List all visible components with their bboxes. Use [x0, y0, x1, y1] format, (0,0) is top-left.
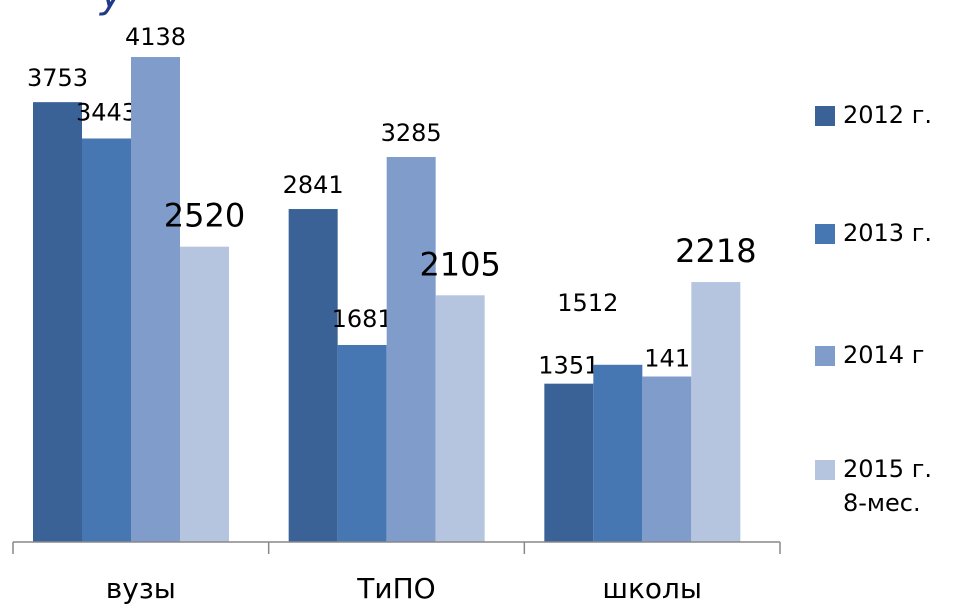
data-label-ТиПО-3: 2105	[419, 245, 500, 283]
legend-swatch-2015	[815, 460, 835, 480]
legend-item-2012: 2012 г.	[815, 98, 932, 132]
legend-swatch-2012	[815, 106, 835, 126]
data-label-вузы-2: 4138	[125, 23, 186, 51]
bar-ТиПО-3	[435, 295, 485, 542]
legend-item-2015: 2015 г. 8-мес.	[815, 452, 932, 520]
legend-item-2013: 2013 г.	[815, 216, 932, 250]
bar-школы-3	[691, 282, 741, 542]
legend-label-2015: 2015 г. 8-мес.	[843, 455, 932, 517]
bar-вузы-0	[33, 102, 82, 542]
data-label-школы-1: 1512	[557, 289, 618, 317]
data-label-ТиПО-2: 3285	[381, 119, 442, 147]
legend-swatch-2014	[815, 346, 835, 366]
data-label-вузы-3: 2520	[164, 197, 245, 235]
bar-школы-1	[593, 364, 643, 542]
bar-ТиПО-2	[386, 156, 436, 543]
legend-item-2014: 2014 г	[815, 338, 924, 372]
legend-label-2014: 2014 г	[843, 341, 925, 369]
legend-label-2012: 2012 г.	[843, 101, 932, 129]
data-label-школы-0: 1351	[538, 352, 599, 380]
bar-школы-0	[544, 383, 594, 542]
bar-вузы-3	[180, 246, 229, 542]
data-label-вузы-0: 3753	[27, 64, 88, 92]
category-label-1: ТиПО	[356, 572, 435, 605]
legend-swatch-2013	[815, 224, 835, 244]
data-label-вузы-1: 3443	[76, 98, 137, 126]
bar-вузы-1	[82, 138, 131, 542]
bar-chart: 3753 3443 4138 2520 вузы 2841 1681 3285 2105 ТиПО…	[12, 23, 781, 605]
legend-label-2013: 2013 г.	[843, 219, 932, 247]
category-label-2: школы	[602, 572, 702, 605]
chart-title-fragment: у	[100, 0, 124, 14]
bar-ТиПО-0	[288, 209, 338, 543]
data-label-ТиПО-0: 2841	[283, 171, 344, 199]
category-label-0: вузы	[106, 572, 176, 605]
bar-ТиПО-1	[337, 344, 387, 542]
legend: 2012 г. 2013 г. 2014 г 2015 г. 8-мес.	[815, 0, 957, 613]
data-label-ТиПО-1: 1681	[332, 305, 393, 333]
data-label-школы-3: 2218	[675, 232, 756, 270]
bar-школы-2	[642, 376, 692, 542]
bar-вузы-2	[131, 57, 180, 543]
